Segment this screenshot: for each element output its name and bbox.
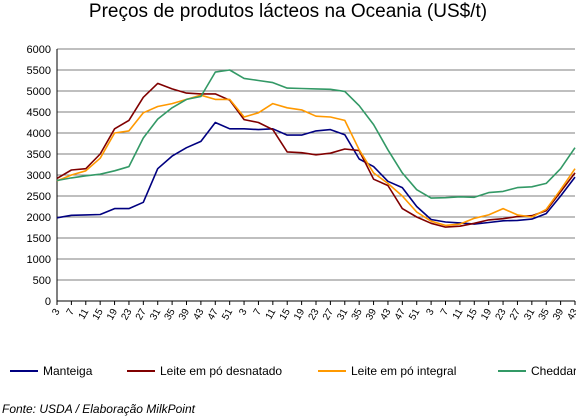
x-tick-label: 51 [407, 307, 422, 323]
x-tick-label: 23 [307, 307, 322, 323]
x-tick-label: 11 [77, 307, 92, 322]
legend: Manteiga Leite em pó desnatado Leite em pó… [10, 364, 576, 378]
x-tick-label: 27 [508, 307, 523, 323]
x-tick-label: 35 [537, 307, 552, 323]
x-tick-label: 11 [451, 307, 466, 322]
x-tick-label: 43 [378, 307, 393, 323]
x-tick-label: 47 [206, 307, 221, 323]
x-tick-label: 3 [50, 307, 63, 318]
x-tick-label: 39 [364, 307, 379, 323]
x-tick-label: 31 [335, 307, 350, 323]
x-tick-label: 19 [479, 307, 494, 323]
x-tick-label: 11 [264, 307, 279, 322]
y-tick-label: 5500 [27, 65, 51, 77]
x-tick-label: 27 [134, 307, 149, 323]
x-tick-label: 19 [105, 307, 120, 323]
x-tick-label: 43 [191, 307, 206, 323]
x-tick-label: 31 [522, 307, 537, 323]
x-tick-label: 15 [91, 307, 106, 323]
y-tick-label: 4500 [27, 107, 51, 119]
chart-title: Preços de produtos lácteos na Oceania (U… [88, 1, 488, 22]
x-tick-label: 27 [321, 307, 336, 323]
x-tick-label: 15 [465, 307, 480, 323]
series-line-0 [56, 121, 576, 225]
y-tick-label: 5000 [27, 86, 51, 98]
x-tick-label: 3 [424, 307, 437, 318]
series-lines [56, 69, 576, 228]
x-tick-label: 3 [237, 307, 250, 318]
x-tick-label: 35 [163, 307, 178, 323]
x-tick-label: 7 [439, 307, 452, 318]
x-tick-label: 7 [252, 307, 265, 318]
y-tick-label: 2000 [27, 212, 51, 224]
legend-label: Leite em pó integral [351, 364, 456, 378]
y-tick-label: 3500 [27, 149, 51, 161]
x-tick-label: 43 [566, 307, 576, 323]
y-tick-label: 500 [33, 275, 51, 287]
series-line-1 [56, 82, 576, 228]
x-tick-label: 7 [65, 307, 78, 318]
y-tick-label: 2500 [27, 191, 51, 203]
axes [56, 49, 576, 305]
y-tick-label: 0 [45, 296, 51, 308]
x-tick-label: 39 [551, 307, 566, 323]
series-line-3 [56, 69, 576, 199]
x-tick-label: 35 [350, 307, 365, 323]
y-tick-label: 1000 [27, 254, 51, 266]
x-tick-label: 39 [177, 307, 192, 323]
legend-label: Leite em pó desnatado [160, 364, 282, 378]
grid-lines [57, 48, 575, 302]
y-tick-label: 6000 [27, 44, 51, 56]
x-tick-label: 15 [278, 307, 293, 323]
x-tick-label: 23 [119, 307, 134, 323]
x-tick-label: 51 [220, 307, 235, 323]
y-tick-label: 4000 [27, 128, 51, 140]
y-tick-label: 3000 [27, 170, 51, 182]
legend-label: Cheddar [531, 364, 576, 378]
x-tick-label: 23 [494, 307, 509, 323]
series-line-2 [56, 94, 576, 227]
x-tick-label: 31 [148, 307, 163, 323]
x-tick-labels: 3 7 11 15 19 23 27 31 35 39 43 47 51 3 7 11 15 19 23 27 31 35… [50, 307, 576, 323]
y-tick-labels: 0 500 1000 1500 2000 2500 3000 3500 4000 4500 5000… [27, 44, 51, 308]
x-tick-label: 47 [393, 307, 408, 323]
x-tick-label: 19 [292, 307, 307, 323]
source-note: Fonte: USDA / Elaboração MilkPoint [2, 402, 195, 416]
y-tick-label: 1500 [27, 233, 51, 245]
legend-label: Manteiga [43, 364, 93, 378]
